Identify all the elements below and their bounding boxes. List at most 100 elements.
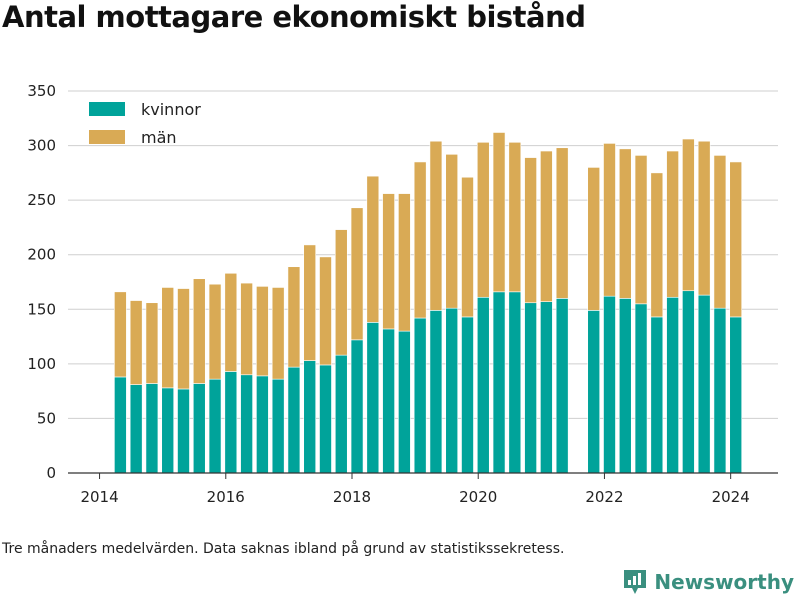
bar-kvinnor xyxy=(177,388,190,474)
bar-man xyxy=(208,283,222,380)
y-tick-label: 0 xyxy=(46,464,56,482)
bar-man xyxy=(177,288,190,390)
bar-kvinnor xyxy=(350,339,364,474)
bar-kvinnor xyxy=(634,303,648,474)
bar-man xyxy=(524,157,537,304)
bar-man xyxy=(114,291,127,378)
bar-man xyxy=(161,287,175,389)
axes: 0 50 100 150 200 250 300 350 2014 2016 2018 2020 202… xyxy=(27,82,778,506)
x-tick-label: 2016 xyxy=(207,488,245,506)
legend-label-kvinnor: kvinnor xyxy=(141,100,201,119)
bar-man xyxy=(618,148,632,299)
bar-man xyxy=(382,193,395,330)
bar-kvinnor xyxy=(145,383,159,474)
bar-kvinnor xyxy=(713,307,727,474)
bar-kvinnor xyxy=(271,378,285,474)
bar-man xyxy=(224,272,238,372)
x-tick-label: 2022 xyxy=(585,488,623,506)
bar-man xyxy=(634,155,648,305)
brand-name: Newsworthy xyxy=(654,570,794,594)
bar-man xyxy=(350,207,364,341)
bar-man xyxy=(729,161,743,318)
bar-kvinnor xyxy=(303,360,317,474)
bar-kvinnor xyxy=(334,354,348,474)
y-tick-label: 100 xyxy=(27,355,56,373)
legend-swatch-man xyxy=(89,130,125,144)
bar-kvinnor xyxy=(492,291,506,474)
bar-man xyxy=(682,138,695,292)
x-tick-label: 2020 xyxy=(459,488,497,506)
bar-kvinnor xyxy=(114,376,127,474)
bar-kvinnor xyxy=(697,294,711,474)
bar-man xyxy=(192,278,206,384)
bar-kvinnor xyxy=(129,384,143,474)
y-tick-label: 50 xyxy=(37,409,56,427)
y-tick-label: 200 xyxy=(27,246,56,264)
bar-man xyxy=(334,229,348,356)
bar-kvinnor xyxy=(650,316,664,474)
y-tick-label: 350 xyxy=(27,82,56,100)
bar-man xyxy=(366,175,380,323)
bar-kvinnor xyxy=(224,371,238,474)
bar-man xyxy=(603,143,616,297)
bar-man xyxy=(413,161,427,319)
bar-kvinnor xyxy=(587,310,601,474)
chart-title: Antal mottagare ekonomiskt bistånd xyxy=(2,0,586,34)
bar-kvinnor xyxy=(256,375,269,474)
bar-kvinnor xyxy=(555,298,569,474)
bar-kvinnor xyxy=(461,316,474,474)
bar-man xyxy=(303,244,317,361)
bar-kvinnor xyxy=(603,295,616,474)
bar-man xyxy=(540,150,553,302)
bar-man xyxy=(713,155,727,309)
bar-man xyxy=(145,302,159,384)
legend-swatch-kvinnor xyxy=(89,102,125,116)
newsworthy-icon xyxy=(624,570,647,594)
bar-kvinnor xyxy=(382,328,395,474)
bar-man xyxy=(256,286,269,377)
bar-kvinnor xyxy=(208,378,222,474)
bars xyxy=(114,132,743,474)
bar-kvinnor xyxy=(240,374,253,474)
footnote: Tre månaders medelvärden. Data saknas ib… xyxy=(2,541,565,557)
bar-man xyxy=(476,141,490,298)
bar-kvinnor xyxy=(682,290,695,474)
bar-kvinnor xyxy=(666,296,679,474)
bar-kvinnor xyxy=(366,322,380,474)
bar-man xyxy=(398,193,411,332)
bar-man xyxy=(650,172,664,318)
bar-man xyxy=(287,266,301,368)
bar-man xyxy=(555,147,569,299)
bar-kvinnor xyxy=(618,298,632,474)
legend: kvinnor män xyxy=(80,92,220,147)
bar-kvinnor xyxy=(729,316,743,474)
bar-kvinnor xyxy=(413,317,427,474)
y-tick-label: 300 xyxy=(27,137,56,155)
bar-kvinnor xyxy=(524,302,537,474)
bar-man xyxy=(129,300,143,385)
bar-kvinnor xyxy=(398,330,411,474)
bar-kvinnor xyxy=(287,366,301,474)
bar-man xyxy=(461,176,474,318)
bar-man xyxy=(319,256,332,366)
bar-man xyxy=(666,150,679,298)
bar-kvinnor xyxy=(161,387,175,474)
bar-man xyxy=(492,132,506,293)
x-tick-label: 2024 xyxy=(712,488,750,506)
bar-kvinnor xyxy=(445,307,459,474)
y-tick-label: 150 xyxy=(27,300,56,318)
bar-kvinnor xyxy=(540,301,553,474)
bar-man xyxy=(240,282,253,376)
legend-label-man: män xyxy=(141,128,177,147)
bar-man xyxy=(271,287,285,380)
bar-kvinnor xyxy=(319,364,332,474)
bar-man xyxy=(587,167,601,311)
bar-kvinnor xyxy=(429,310,443,474)
bar-kvinnor xyxy=(508,291,522,474)
y-tick-label: 250 xyxy=(27,191,56,209)
bar-kvinnor xyxy=(192,383,206,474)
x-tick-label: 2018 xyxy=(333,488,371,506)
bar-kvinnor xyxy=(476,296,490,474)
x-tick-label: 2014 xyxy=(80,488,118,506)
bar-man xyxy=(697,140,711,296)
